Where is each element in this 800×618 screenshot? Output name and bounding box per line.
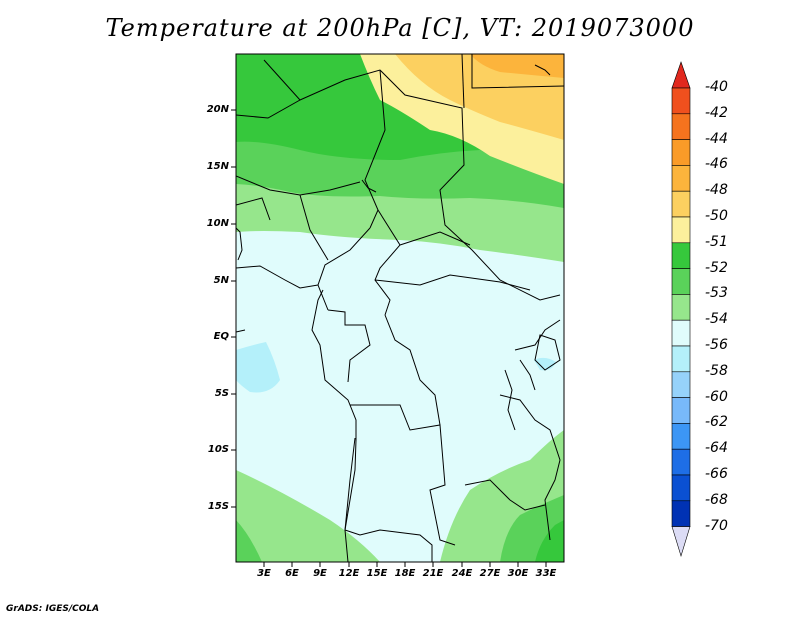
- colorbar-swatch: [671, 474, 691, 502]
- colorbar-swatch: [671, 319, 691, 347]
- colorbar-swatch: [671, 87, 691, 115]
- colorbar-swatch: [671, 139, 691, 166]
- colorbar-top-arrow: [671, 61, 691, 89]
- colorbar-tick-label: -40: [705, 79, 728, 95]
- lon-label-33e: 33E: [535, 568, 557, 579]
- colorbar-tick-label: -68: [705, 491, 728, 508]
- footer-credit: GrADS: IGES/COLA: [6, 604, 100, 614]
- country-borders: [236, 54, 564, 562]
- band-46-48: [470, 54, 564, 78]
- colorbar-tick-label: -48: [705, 182, 728, 199]
- band-56-58-west: [236, 342, 280, 393]
- lat-label-15s: 15S: [207, 501, 229, 512]
- colorbar-tick-label: -66: [705, 466, 728, 482]
- lon-label-21e: 21E: [422, 568, 444, 579]
- colorbar-swatch: [671, 500, 691, 527]
- lon-label-6e: 6E: [285, 568, 299, 579]
- lon-label-3e: 3E: [257, 568, 271, 579]
- lon-label-15e: 15E: [366, 568, 388, 579]
- colorbar-tick-label: -60: [705, 388, 728, 405]
- lat-label-eq: EQ: [213, 331, 229, 342]
- lat-label-5n: 5N: [213, 275, 229, 286]
- colorbar-tick-label: -46: [705, 156, 728, 173]
- lat-label-10s: 10S: [207, 444, 229, 455]
- colorbar-tick-label: -54: [705, 311, 728, 328]
- lat-label-15n: 15N: [206, 161, 229, 172]
- colorbar-tick-label: -42: [705, 104, 728, 121]
- colorbar-swatch: [671, 371, 691, 398]
- map-frame: [235, 53, 565, 563]
- colorbar-bottom-arrow: [671, 526, 691, 558]
- colorbar-swatch: [671, 268, 691, 295]
- map-title: Temperature at 200hPa [C], VT: 201907300…: [105, 14, 695, 42]
- band-52-53-southwest: [236, 520, 262, 562]
- colorbar-swatch: [671, 242, 691, 269]
- band-48-50: [395, 54, 564, 140]
- colorbar-tick-label: -70: [705, 517, 728, 534]
- lon-label-12e: 12E: [338, 568, 360, 579]
- lon-label-27e: 27E: [479, 568, 501, 579]
- colorbar-swatch: [671, 397, 691, 424]
- colorbar-tick-label: -50: [705, 208, 728, 224]
- lon-label-24e: 24E: [451, 568, 473, 579]
- colorbar-swatch: [671, 165, 691, 192]
- lat-label-20n: 20N: [206, 104, 229, 115]
- lon-label-9e: 9E: [313, 568, 327, 579]
- colorbar-swatch: [671, 423, 691, 450]
- colorbar-tick-label: -52: [705, 259, 728, 276]
- colorbar-tick-label: -56: [705, 337, 728, 353]
- colorbar: [671, 61, 691, 558]
- colorbar-tick-label: -53: [705, 285, 728, 302]
- band-56-58-east: [534, 357, 556, 371]
- lon-label-30e: 30E: [507, 568, 529, 579]
- colorbar-tick-label: -64: [705, 440, 728, 457]
- lat-label-5s: 5S: [214, 388, 229, 399]
- lon-label-18e: 18E: [394, 568, 416, 579]
- colorbar-swatch: [671, 448, 691, 476]
- colorbar-swatch: [671, 216, 691, 244]
- colorbar-tick-label: -58: [705, 362, 728, 379]
- colorbar-tick-label: -51: [705, 233, 728, 250]
- band-51-52-southeast: [535, 520, 564, 562]
- band-53-54-southwest: [236, 470, 380, 562]
- colorbar-tick-label: -44: [705, 130, 728, 147]
- colorbar-swatch: [671, 294, 691, 321]
- temperature-field: [236, 54, 564, 562]
- colorbar-swatch: [671, 190, 691, 218]
- latitude-ticks: [231, 109, 236, 508]
- lat-label-10n: 10N: [206, 218, 229, 229]
- longitude-ticks: [263, 562, 547, 567]
- colorbar-tick-label: -62: [705, 414, 728, 431]
- colorbar-swatch: [671, 113, 691, 140]
- colorbar-swatch: [671, 345, 691, 373]
